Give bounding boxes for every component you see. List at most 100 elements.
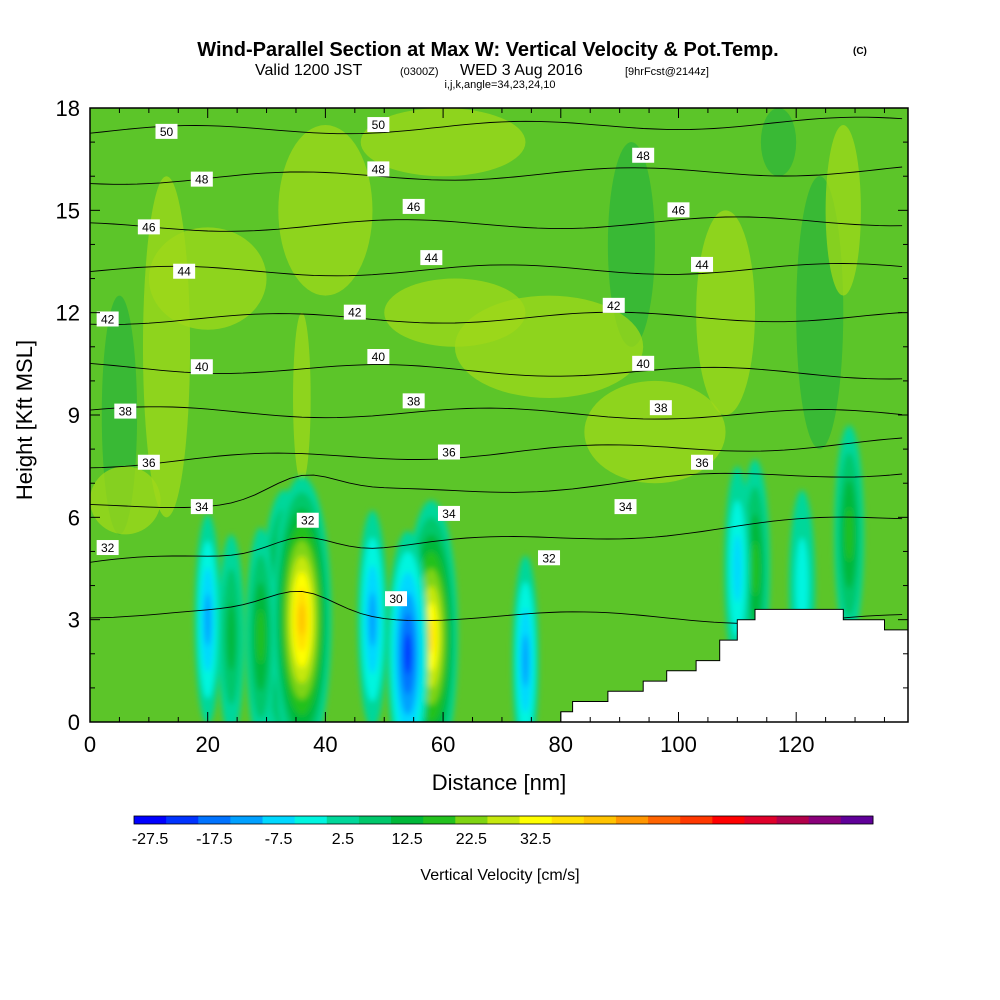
isotherm-label: 44 <box>177 265 191 279</box>
colorbar-swatch <box>423 816 456 824</box>
isotherm-label-box <box>137 454 160 470</box>
texture-streak <box>90 466 161 535</box>
isotherm-label: 32 <box>542 551 556 565</box>
isotherm-label-box <box>343 304 366 320</box>
isotherm-label-box <box>691 256 714 272</box>
valid-utc-label: (0300Z) <box>400 66 439 78</box>
isotherm-line <box>90 116 903 135</box>
isotherm-label: 38 <box>654 401 668 415</box>
isotherm-label-box <box>190 171 213 187</box>
isotherm-label: 46 <box>407 200 421 214</box>
isotherm-label-box <box>420 250 443 266</box>
x-axis: 0 20 40 60 80 100 120 <box>84 108 885 757</box>
x-tick-label: 0 <box>84 732 96 757</box>
isotherm-label-box <box>614 499 637 515</box>
colorbar-tick-label: -7.5 <box>265 831 293 848</box>
y-tick-label: 12 <box>56 301 80 326</box>
isotherm-labels: 50 50 48 48 48 46 46 46 44 44 44 42 42 42 40 40 40 38 38 38… <box>96 117 714 607</box>
colorbar-swatch <box>551 816 585 824</box>
isotherm-label-box <box>691 454 714 470</box>
isotherm-label-box <box>367 349 390 365</box>
isotherm-label: 32 <box>101 541 115 555</box>
isotherm-label: 42 <box>348 306 362 320</box>
isotherm-label: 50 <box>372 118 386 132</box>
texture-streak <box>825 125 861 296</box>
isotherm-label-box <box>667 202 690 218</box>
colorbar-swatch <box>166 816 199 824</box>
isotherm-label: 36 <box>695 456 709 470</box>
colorbar-tick-label: 2.5 <box>332 831 354 848</box>
isotherm-line <box>90 516 903 563</box>
colorbar-tick-label: 12.5 <box>392 831 423 848</box>
isotherm-label-box <box>437 444 460 460</box>
colorbar-swatch <box>487 816 521 824</box>
isotherm-label: 48 <box>195 173 209 187</box>
colorbar-tick-label: 32.5 <box>520 831 551 848</box>
valid-date-label: WED 3 Aug 2016 <box>460 62 583 79</box>
x-axis-title: Distance [nm] <box>432 770 567 795</box>
texture-streak <box>360 108 526 177</box>
velocity-cell <box>204 593 211 646</box>
x-tick-label: 60 <box>431 732 455 757</box>
isotherm-label-box <box>437 505 460 521</box>
isotherm-label: 40 <box>372 350 386 364</box>
chart-title-suffix: (C) <box>853 46 867 57</box>
colorbar-swatch <box>358 816 392 824</box>
isotherm-label-box <box>538 550 561 566</box>
isotherm-label-box <box>190 499 213 515</box>
isotherm-line <box>90 362 903 380</box>
texture-streak <box>148 227 267 330</box>
x-tick-label: 20 <box>195 732 219 757</box>
terrain <box>560 608 908 722</box>
texture-streak <box>584 380 726 484</box>
velocity-cell <box>845 507 853 562</box>
isotherm-label: 38 <box>407 394 421 408</box>
isotherm-label-box <box>402 393 425 409</box>
velocity-cell <box>256 609 265 665</box>
isotherm-label-box <box>173 263 196 279</box>
colorbar-swatch <box>648 816 681 824</box>
isotherm-label-box <box>602 297 625 313</box>
colorbar-swatch <box>391 816 424 824</box>
colorbar-swatch <box>230 816 264 824</box>
velocity-cell <box>368 592 377 647</box>
colorbar-swatch <box>455 816 488 824</box>
colorbar-frame <box>133 815 874 825</box>
colorbar-swatch <box>326 816 360 824</box>
isotherm-label-box <box>649 400 672 416</box>
texture-streak <box>293 312 311 484</box>
isotherm-label: 32 <box>301 514 315 528</box>
background-texture <box>90 108 861 535</box>
isotherm-label: 34 <box>619 500 633 514</box>
colorbar-swatch <box>776 816 810 824</box>
colorbar-swatch <box>294 816 328 824</box>
isotherm-label-box <box>367 161 390 177</box>
isotherm-label: 38 <box>119 405 133 419</box>
isotherm-label: 30 <box>389 592 403 606</box>
colorbar-title: Vertical Velocity [cm/s] <box>420 867 579 884</box>
y-tick-label: 18 <box>56 96 80 121</box>
isotherm-label-box <box>137 219 160 235</box>
isotherm-label: 50 <box>160 125 174 139</box>
isotherm-label-box <box>190 359 213 375</box>
texture-streak <box>278 125 373 296</box>
y-tick-label: 9 <box>68 403 80 428</box>
isotherm-label-box <box>296 512 319 528</box>
isotherm-label: 36 <box>142 456 156 470</box>
isotherm-label-box <box>114 403 137 419</box>
y-tick-label: 15 <box>56 198 80 223</box>
isotherm-label: 46 <box>142 220 156 234</box>
y-tick-label: 3 <box>68 608 80 633</box>
x-tick-label: 100 <box>660 732 697 757</box>
isotherm-label: 44 <box>425 251 439 265</box>
colorbar-swatch <box>198 816 231 824</box>
isotherm-label: 48 <box>372 162 386 176</box>
isotherm-label-box <box>155 123 178 139</box>
colorbar-swatch <box>744 816 778 824</box>
x-tick-label: 120 <box>778 732 815 757</box>
isotherm-line <box>90 406 903 420</box>
isotherm-label: 34 <box>195 500 209 514</box>
grid-info-label: i,j,k,angle=34,23,24,10 <box>444 79 555 91</box>
isotherm-label-box <box>402 198 425 214</box>
